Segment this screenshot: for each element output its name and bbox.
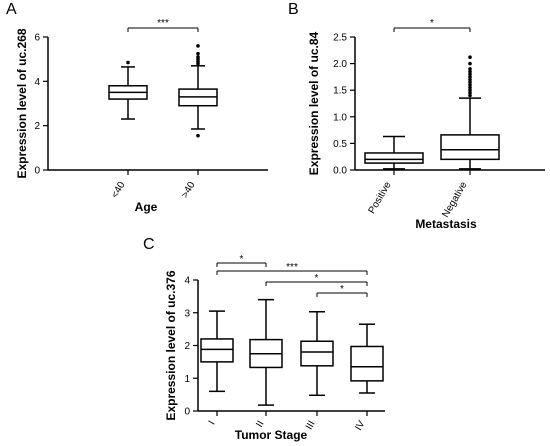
panel-b-y-tick-label: 1.0	[333, 112, 347, 123]
outlier-point	[468, 93, 472, 98]
panel-c-x-tick-label: I	[207, 419, 218, 427]
panel-b-x-tick-label: Positive	[367, 180, 394, 216]
panel-b-y-tick-label: 2.0	[333, 59, 347, 70]
panel-a-y-tick-label: 4	[34, 77, 40, 88]
outlier-point	[468, 80, 472, 85]
panel-c-y-tick-label: 1	[184, 374, 190, 385]
iqr-box	[440, 134, 500, 161]
panel-b-x-tick-label: Negative	[440, 180, 469, 220]
outlier-point	[196, 55, 200, 59]
outlier-point	[468, 85, 472, 90]
panel-b-x-axis-title: Metastasis	[415, 217, 477, 231]
significance-label: ***	[157, 18, 169, 29]
panel-a-y-axis-title: Expression level of uc.268	[15, 28, 29, 178]
outlier-point	[468, 88, 472, 92]
panel-b-y-tick-label: 0.0	[333, 166, 347, 177]
panel-c-significance-bracket: *	[316, 284, 368, 297]
outlier-point	[126, 60, 130, 65]
panel-c-significance-bracket: *	[216, 254, 267, 267]
panel-b-y-tick-label: 1.5	[333, 86, 347, 97]
outlier-point	[196, 44, 200, 48]
panel-a-x-axis-title: Age	[135, 200, 158, 214]
iqr-box	[200, 338, 234, 363]
panel-c-x-axis-title: Tumor Stage	[235, 428, 308, 442]
outlier-point	[468, 61, 472, 66]
panel-b-significance-bracket: *	[393, 18, 471, 32]
panel-a-significance-bracket: ***	[127, 18, 199, 32]
panel-c-x-tick-label: II	[254, 419, 266, 429]
outlier-point	[468, 83, 472, 87]
panel-c-box-1	[200, 310, 234, 393]
iqr-box	[300, 340, 334, 367]
panel-c-y-tick-label: 0	[184, 407, 190, 418]
panel-c-x-tick-label: IV	[353, 419, 367, 433]
panel-c-y-tick-label: 2	[184, 341, 190, 352]
iqr-box	[364, 152, 424, 164]
panel-a-y-tick-label: 0	[34, 166, 40, 177]
outlier-point	[468, 67, 472, 71]
panel-c-y-tick-label: 4	[184, 276, 190, 287]
panel-c-box-2	[249, 298, 283, 406]
outlier-point	[468, 69, 472, 74]
significance-label: *	[315, 273, 319, 284]
panel-a-y-tick-label: 2	[34, 121, 40, 132]
panel-b-y-axis-title: Expression level of uc.84	[307, 31, 321, 175]
significance-label: *	[430, 18, 434, 29]
outlier-point	[468, 91, 472, 95]
panel-a-x-tick-label: <40	[110, 180, 128, 201]
panel-a-y-tick-label: 6	[34, 33, 40, 44]
panel-c-significance-bracket: ***	[216, 262, 368, 275]
panel-a-box-1	[108, 60, 148, 120]
panel-b-y-tick-label: 2.5	[333, 33, 347, 44]
iqr-box	[350, 345, 384, 382]
outlier-point	[468, 75, 472, 79]
outlier-point	[196, 133, 200, 138]
outlier-point	[196, 51, 200, 56]
outlier-point	[468, 55, 472, 60]
panel-a-letter: A	[6, 1, 17, 18]
panel-b-box-1	[364, 135, 424, 170]
panel-a-x-tick-label: >40	[180, 180, 198, 201]
significance-label: ***	[286, 262, 298, 273]
outlier-point	[468, 72, 472, 77]
panel-c-significance-bracket: *	[265, 273, 368, 286]
panel-c-letter: C	[143, 236, 155, 253]
panel-c-box-4	[350, 323, 384, 394]
panel-b-box-2	[440, 55, 500, 170]
panel-a-box-2	[178, 44, 218, 138]
panel-c-y-axis-title: Expression level of uc.376	[164, 270, 178, 420]
panel-b-y-tick-label: 0.5	[333, 139, 347, 150]
panel-b-letter: B	[288, 1, 299, 18]
significance-label: *	[240, 254, 244, 265]
significance-label: *	[340, 284, 344, 295]
panel-c-y-tick-label: 3	[184, 308, 190, 319]
panel-c-box-3	[300, 311, 334, 397]
outlier-point	[468, 77, 472, 82]
